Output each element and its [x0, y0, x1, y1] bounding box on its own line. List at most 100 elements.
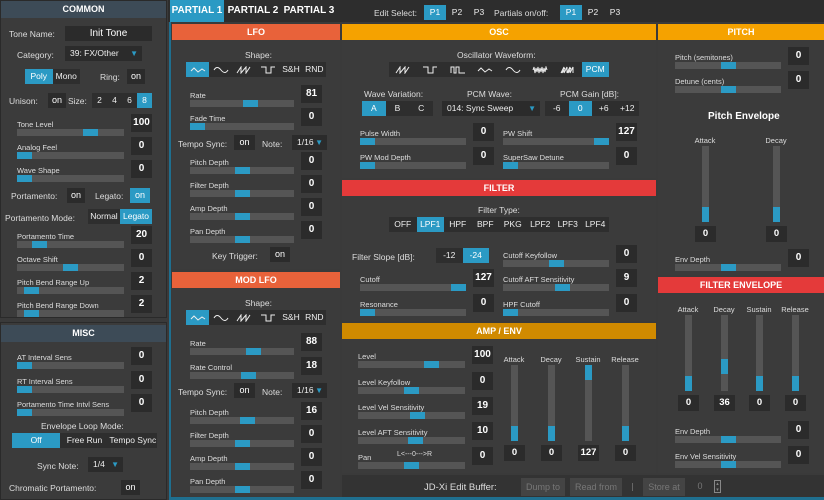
option-button[interactable]: BPF: [476, 219, 494, 229]
option-button[interactable]: A: [362, 101, 386, 116]
vslider-thumb[interactable]: [702, 207, 709, 222]
pan-slider[interactable]: Pan 0: [358, 447, 493, 469]
pitch-bend-up-slider[interactable]: Pitch Bend Range Up 2: [17, 272, 152, 294]
ring-toggle[interactable]: on: [127, 69, 145, 84]
slider-thumb[interactable]: [360, 138, 375, 145]
option-button[interactable]: -6: [552, 103, 561, 113]
rt-interval-slider[interactable]: RT Interval Sens 0: [17, 371, 152, 393]
slider-track[interactable]: [190, 440, 294, 447]
slider-thumb[interactable]: [190, 123, 205, 130]
portamento-toggle[interactable]: on: [67, 188, 85, 203]
vslider-track[interactable]: [511, 365, 518, 441]
cutoff-slider[interactable]: Cutoff 127: [360, 269, 494, 291]
slider-value[interactable]: 2: [131, 272, 152, 290]
option-button[interactable]: LPF3: [557, 219, 578, 229]
saw-wave-button[interactable]: [233, 62, 256, 77]
slider-thumb[interactable]: [234, 486, 250, 493]
option-button[interactable]: P1: [560, 5, 582, 20]
slider-track[interactable]: [190, 463, 294, 470]
vslider-track[interactable]: [702, 146, 709, 222]
option-button[interactable]: Normal: [90, 211, 118, 221]
slider-value[interactable]: 0: [301, 425, 322, 443]
slider-thumb[interactable]: [720, 86, 736, 93]
pulse-width-slider[interactable]: Pulse Width 0: [360, 123, 494, 145]
vslider-value[interactable]: 0: [678, 395, 699, 411]
slider-thumb[interactable]: [720, 436, 736, 443]
pitch-semitones-slider[interactable]: Pitch (semitones) 0: [675, 47, 809, 69]
supersaw-wave-button[interactable]: [554, 62, 582, 77]
cutoff-keyfollow-slider[interactable]: Cutoff Keyfollow 0: [503, 245, 637, 267]
vslider-thumb[interactable]: [585, 365, 592, 380]
slider-value[interactable]: 100: [472, 346, 493, 364]
option-button[interactable]: Poly: [25, 69, 53, 84]
category-dropdown[interactable]: 39: FX/Other ▼: [65, 46, 142, 61]
slider-value[interactable]: 0: [616, 147, 637, 165]
vslider-value[interactable]: 0: [615, 445, 636, 461]
slider-thumb[interactable]: [503, 162, 518, 169]
slider-value[interactable]: 0: [131, 347, 152, 365]
slider-track[interactable]: [675, 86, 781, 93]
option-button[interactable]: LPF4: [585, 219, 606, 229]
slider-thumb[interactable]: [24, 310, 40, 317]
analog-feel-slider[interactable]: Analog Feel 0: [17, 137, 152, 159]
tone-name-field[interactable]: Init Tone: [65, 26, 152, 41]
slider-value[interactable]: 127: [616, 123, 637, 141]
slider-track[interactable]: [17, 362, 124, 369]
triangle-wave-button[interactable]: [186, 62, 210, 77]
option-button[interactable]: Free Run: [66, 435, 103, 445]
option-button[interactable]: 2: [97, 95, 102, 105]
option-button[interactable]: OFF: [394, 219, 412, 229]
option-button[interactable]: RND: [305, 312, 324, 322]
level-aft-slider[interactable]: Level AFT Sensitivity 10: [358, 422, 493, 444]
slider-value[interactable]: 0: [788, 47, 809, 65]
slider-thumb[interactable]: [239, 417, 255, 424]
slider-value[interactable]: 0: [301, 108, 322, 126]
slider-thumb[interactable]: [451, 284, 466, 291]
portamento-time-slider[interactable]: Portamento Time 20: [17, 226, 152, 248]
slider-value[interactable]: 0: [473, 123, 494, 141]
slider-value[interactable]: 9: [616, 269, 637, 287]
mod-lfo-filter-depth-slider[interactable]: Filter Depth 0: [190, 425, 322, 447]
vslider-thumb[interactable]: [756, 376, 763, 391]
square-wave-button[interactable]: [256, 310, 279, 325]
slider-track[interactable]: [360, 138, 466, 145]
square-wave-button[interactable]: [417, 62, 445, 77]
vslider-thumb[interactable]: [622, 426, 629, 441]
option-button[interactable]: +6: [598, 103, 609, 113]
slider-track[interactable]: [190, 348, 294, 355]
option-button[interactable]: P3: [609, 7, 621, 17]
slider-track[interactable]: [675, 461, 781, 468]
slider-track[interactable]: [360, 309, 466, 316]
slider-value[interactable]: 0: [473, 147, 494, 165]
vslider-thumb[interactable]: [773, 207, 780, 222]
vslider-value[interactable]: 0: [766, 226, 787, 242]
lfo-rate-slider[interactable]: Rate 81: [190, 85, 322, 107]
pw-square-wave-button[interactable]: [444, 62, 472, 77]
vslider-track[interactable]: [548, 365, 555, 441]
slider-track[interactable]: [360, 284, 466, 291]
slider-track[interactable]: [358, 361, 465, 368]
triangle-wave-button[interactable]: [472, 62, 500, 77]
tab-partial-2[interactable]: PARTIAL 2: [227, 5, 279, 16]
slider-track[interactable]: [190, 123, 294, 130]
slider-thumb[interactable]: [503, 309, 518, 316]
slider-value[interactable]: 0: [131, 249, 152, 267]
slider-track[interactable]: [190, 417, 294, 424]
option-button[interactable]: -12: [443, 250, 456, 260]
vslider-track[interactable]: [622, 365, 629, 441]
slider-thumb[interactable]: [720, 461, 736, 468]
option-button[interactable]: LPF1: [416, 217, 444, 232]
slider-track[interactable]: [358, 387, 465, 394]
option-button[interactable]: PCM: [581, 62, 609, 77]
slider-value[interactable]: 18: [301, 357, 322, 375]
slider-track[interactable]: [358, 437, 465, 444]
mod-lfo-rate-slider[interactable]: Rate 88: [190, 333, 322, 355]
unison-toggle[interactable]: on: [48, 93, 66, 108]
slider-value[interactable]: 88: [301, 333, 322, 351]
slider-track[interactable]: [17, 152, 124, 159]
vslider-track[interactable]: [721, 315, 728, 391]
pitch-env-depth-slider[interactable]: Env Depth 0: [675, 249, 809, 271]
slider-thumb[interactable]: [246, 348, 262, 355]
slider-value[interactable]: 0: [301, 448, 322, 466]
slider-thumb[interactable]: [234, 236, 250, 243]
